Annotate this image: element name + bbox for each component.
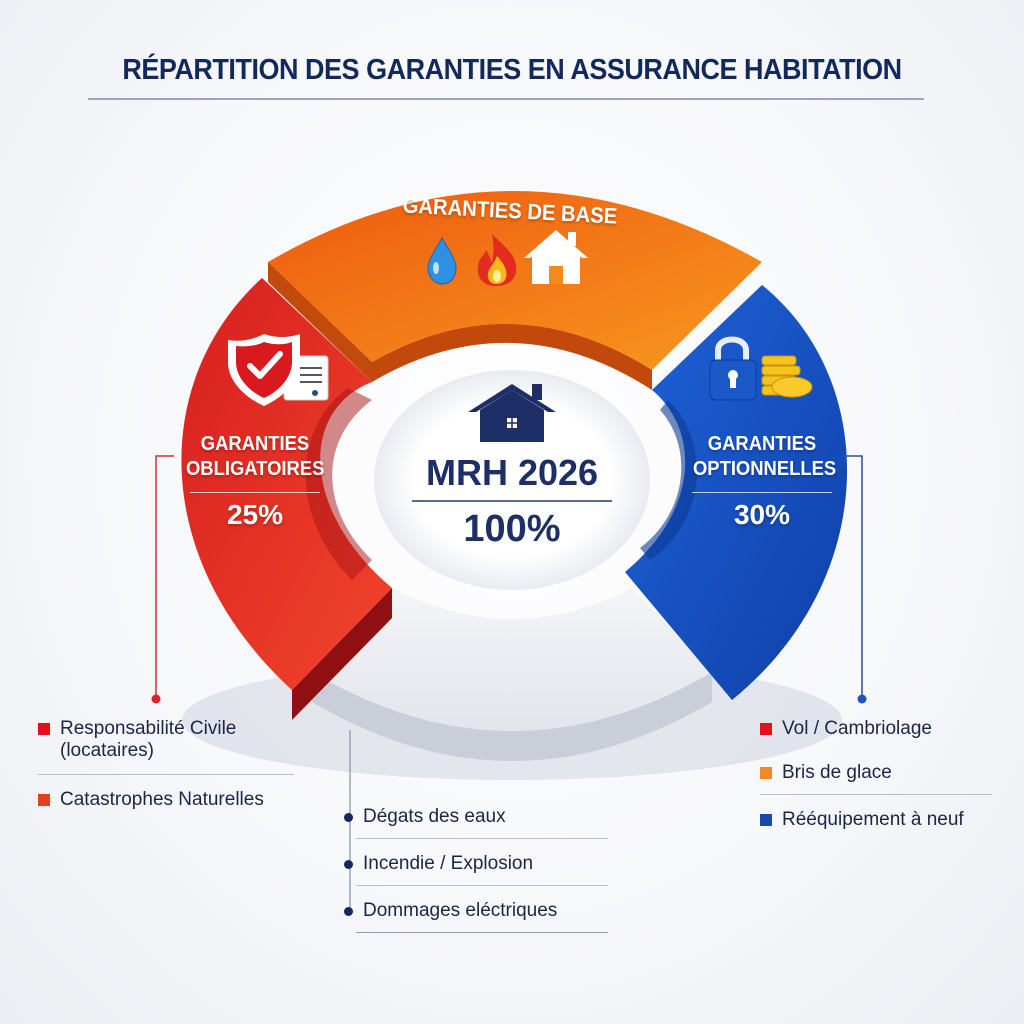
segment-optionnelles-label: GARANTIES OPTIONNELLES 30% (687, 432, 837, 531)
legend-divider (38, 774, 294, 775)
legend-divider (356, 885, 608, 886)
legend-label: Dégats des eaux (363, 806, 506, 827)
bullet-icon (344, 813, 353, 822)
legend-item: Dommages eléctriques (344, 900, 608, 930)
legend-label: Dommages eléctriques (363, 900, 558, 921)
legend-base: Dégats des eaux Incendie / Explosion Dom… (344, 806, 608, 933)
legend-item: Responsabilité Civile (locataires) (38, 718, 294, 762)
legend-divider (760, 794, 992, 795)
segment-obligatoires-title-1: GARANTIES (200, 433, 310, 455)
legend-label: Rééquipement à neuf (782, 809, 964, 830)
legend-label: Responsabilité Civile (60, 718, 237, 739)
legend-item: Catastrophes Naturelles (38, 789, 294, 811)
segment-optionnelles-title-1: GARANTIES (707, 433, 817, 455)
segment-optionnelles-percent: 30% (733, 499, 791, 530)
segment-obligatoires-percent: 25% (226, 499, 284, 530)
bullet-icon (344, 907, 353, 916)
orange-red-square-icon (38, 794, 50, 806)
legend-label: Bris de glace (782, 762, 892, 783)
legend-item: Vol / Cambriolage (760, 718, 992, 740)
padlock-icon (709, 336, 757, 401)
legend-item: Incendie / Explosion (344, 853, 608, 883)
coins-icon (761, 355, 813, 398)
bullet-icon (344, 860, 353, 869)
center-percent: 100% (463, 508, 561, 550)
water-drop-icon (427, 236, 457, 285)
legend-item: Dégats des eaux (344, 806, 608, 836)
segment-divider (692, 492, 832, 493)
segment-base[interactable] (268, 191, 762, 390)
legend-obligatoires: Responsabilité Civile (locataires) Catas… (38, 718, 294, 811)
legend-label: (locataires) (60, 740, 154, 761)
segment-divider (190, 492, 320, 493)
house-icon (524, 230, 588, 284)
legend-label: Catastrophes Naturelles (60, 789, 264, 810)
segment-optionnelles-title-2: OPTIONNELLES (693, 458, 837, 480)
title-divider (88, 98, 924, 100)
legend-item: Bris de glace (760, 762, 992, 784)
legend-divider (356, 932, 608, 933)
segment-neutral (312, 588, 712, 761)
shield-check-icon (228, 334, 300, 406)
legend-label: Incendie / Explosion (363, 853, 534, 874)
legend-item: Rééquipement à neuf (760, 809, 992, 831)
blue-square-icon (760, 814, 772, 826)
red-square-icon (760, 723, 772, 735)
legend-label: Vol / Cambriolage (782, 718, 932, 739)
house-icon (468, 384, 556, 442)
connector-right (842, 455, 867, 704)
page-title: RÉPARTITION DES GARANTIES EN ASSURANCE H… (122, 54, 902, 86)
legend-optionnelles: Vol / Cambriolage Bris de glace Rééquipe… (760, 718, 992, 831)
legend-divider (356, 838, 608, 839)
connector-left (151, 455, 174, 704)
center-title: MRH 2026 (425, 452, 599, 493)
segment-obligatoires-label: GARANTIES OBLIGATOIRES 25% (180, 432, 330, 531)
red-square-icon (38, 723, 50, 735)
fire-icon (477, 234, 517, 286)
center-hole (374, 370, 650, 590)
center-divider (412, 500, 612, 502)
center-label: MRH 2026 100% (392, 448, 632, 551)
segment-obligatoires-title-2: OBLIGATOIRES (186, 458, 325, 480)
orange-square-icon (760, 767, 772, 779)
